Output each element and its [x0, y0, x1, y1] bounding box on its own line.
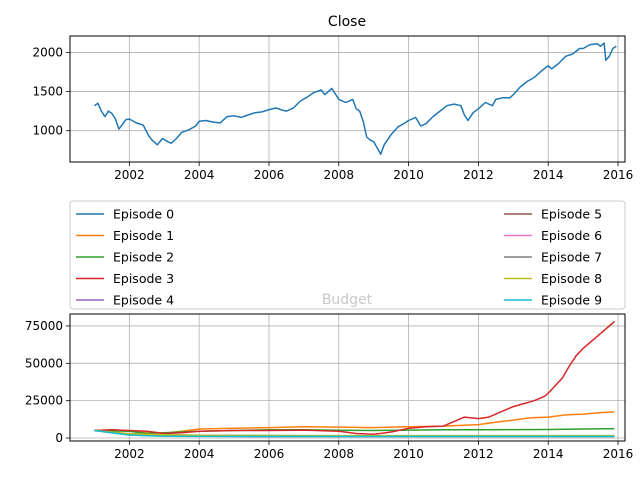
close-chart: Close 2002 2004 2006 2008 2010 2012 2014 2016 10… — [32, 14, 633, 182]
close-x-tick-label: 2008 — [324, 168, 355, 182]
budget-series-line-8 — [94, 429, 615, 437]
close-y-tick-label: 2000 — [32, 45, 63, 59]
budget-series-line-3 — [94, 320, 615, 436]
budget-gridlines — [70, 314, 625, 441]
budget-y-tick-label: 25000 — [25, 394, 63, 408]
close-tick-group: 2002 2004 2006 2008 2010 2012 2014 2016 1000 1500… — [32, 45, 633, 182]
close-x-tick-label: 2012 — [463, 168, 494, 182]
close-x-tick-label: 2006 — [254, 168, 285, 182]
budget-y-tick-label: 75000 — [25, 319, 63, 333]
close-gridlines — [70, 36, 625, 162]
legend-label-1: Episode 1 — [113, 228, 174, 243]
close-x-tick-label: 2014 — [533, 168, 564, 182]
legend-label-7: Episode 7 — [541, 250, 602, 265]
budget-chart-title: Budget — [322, 292, 373, 308]
budget-y-tick-label: 50000 — [25, 356, 63, 370]
budget-plot-frame — [69, 313, 626, 442]
budget-tick-group: 2002 2004 2006 2008 2010 2012 2014 2016 0 25000 50… — [25, 319, 633, 461]
legend-label-4: Episode 4 — [113, 293, 174, 308]
legend-label-6: Episode 6 — [541, 228, 602, 243]
legend-label-8: Episode 8 — [541, 271, 602, 286]
close-chart-title: Close — [328, 14, 366, 30]
legend-label-3: Episode 3 — [113, 271, 174, 286]
budget-x-tick-label: 2010 — [393, 447, 424, 461]
legend: Episode 0 Episode 1 Episode 2 Episode 3 Epis… — [69, 200, 626, 310]
budget-series-line-9 — [94, 429, 615, 438]
legend-items: Episode 0 Episode 1 Episode 2 Episode 3 Epis… — [76, 207, 602, 308]
legend-label-2: Episode 2 — [113, 250, 174, 265]
close-x-tick-label: 2004 — [184, 168, 215, 182]
legend-label-9: Episode 9 — [541, 293, 602, 308]
close-x-tick-label: 2002 — [114, 168, 145, 182]
close-x-tick-label: 2010 — [393, 168, 424, 182]
legend-frame — [69, 200, 626, 310]
close-y-tick-label: 1500 — [32, 85, 63, 99]
budget-x-tick-label: 2014 — [533, 447, 564, 461]
budget-chart: Budget 2002 2004 2006 2008 2010 2012 2014 2016 0… — [25, 292, 633, 461]
budget-y-tick-label: 0 — [55, 431, 63, 445]
budget-x-tick-label: 2006 — [254, 447, 285, 461]
budget-x-tick-label: 2016 — [603, 447, 634, 461]
close-x-tick-label: 2016 — [603, 168, 634, 182]
budget-x-tick-label: 2012 — [463, 447, 494, 461]
close-series-line-0 — [93, 42, 617, 155]
budget-x-tick-label: 2002 — [114, 447, 145, 461]
budget-x-tick-label: 2008 — [324, 447, 355, 461]
legend-label-5: Episode 5 — [541, 207, 602, 222]
close-y-tick-label: 1000 — [32, 124, 63, 138]
budget-series-group — [94, 320, 615, 438]
budget-x-tick-label: 2004 — [184, 447, 215, 461]
close-plot-frame — [69, 35, 626, 163]
close-series-group — [93, 42, 617, 155]
legend-label-0: Episode 0 — [113, 207, 174, 222]
